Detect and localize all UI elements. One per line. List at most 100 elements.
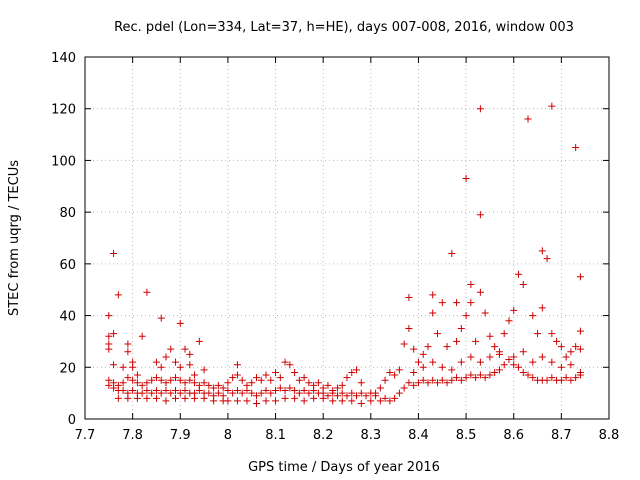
data-point <box>557 376 565 384</box>
data-point <box>395 366 403 374</box>
data-point <box>567 361 575 369</box>
data-point <box>110 330 118 338</box>
data-point <box>343 374 351 382</box>
data-point <box>405 293 413 301</box>
data-point <box>143 379 151 387</box>
data-point <box>214 381 222 389</box>
data-point <box>148 389 156 397</box>
x-tick-label: 7.8 <box>122 428 143 443</box>
data-point <box>319 394 327 402</box>
data-point <box>157 389 165 397</box>
data-point <box>186 350 194 358</box>
data-point <box>438 363 446 371</box>
data-point <box>562 374 570 382</box>
data-point <box>210 384 218 392</box>
data-point <box>162 353 170 361</box>
data-point <box>152 374 160 382</box>
x-tick-label: 7.7 <box>75 428 96 443</box>
data-point <box>410 368 418 376</box>
data-point <box>553 337 561 345</box>
x-tick-label: 8 <box>224 428 232 443</box>
data-point <box>181 394 189 402</box>
data-point <box>572 374 580 382</box>
data-point <box>434 379 442 387</box>
data-point <box>148 376 156 384</box>
data-point <box>467 299 475 307</box>
data-point <box>124 374 132 382</box>
data-point <box>405 325 413 332</box>
data-point <box>476 211 484 219</box>
y-axis-label: STEC from uqrg / TECUs <box>7 160 22 316</box>
data-point <box>481 309 489 317</box>
data-point <box>495 350 503 358</box>
data-point <box>357 379 365 387</box>
data-point <box>514 270 522 278</box>
x-tick-label: 8.8 <box>599 428 620 443</box>
data-point <box>472 374 480 382</box>
data-point <box>238 389 246 397</box>
data-point <box>262 387 270 395</box>
data-point <box>457 325 465 332</box>
data-point <box>167 345 175 353</box>
data-point <box>257 389 265 397</box>
data-point <box>133 379 141 387</box>
data-point <box>367 397 375 405</box>
data-point <box>252 392 260 400</box>
data-point <box>548 330 556 338</box>
data-point <box>338 381 346 389</box>
data-point <box>276 384 284 392</box>
data-point <box>172 387 180 395</box>
data-point <box>157 314 165 322</box>
data-point <box>167 389 175 397</box>
data-point <box>295 389 303 397</box>
data-point <box>238 376 246 384</box>
data-point <box>133 394 141 402</box>
data-point <box>576 273 584 281</box>
data-point <box>429 309 437 317</box>
x-tick-label: 8.4 <box>408 428 429 443</box>
data-point <box>105 381 113 389</box>
data-point <box>143 394 151 402</box>
data-point <box>314 379 322 387</box>
data-point <box>462 175 470 183</box>
grid-lines <box>85 57 609 419</box>
data-point <box>491 368 499 376</box>
data-point <box>500 361 508 369</box>
data-point <box>152 394 160 402</box>
data-point <box>248 379 256 387</box>
data-point <box>286 384 294 392</box>
data-point <box>448 376 456 384</box>
data-point <box>429 376 437 384</box>
x-tick-label: 8.5 <box>456 428 477 443</box>
data-point <box>214 389 222 397</box>
data-point <box>219 384 227 392</box>
plot-frame <box>84 56 610 420</box>
data-point <box>500 330 508 338</box>
data-point <box>252 374 260 382</box>
data-point <box>472 337 480 345</box>
data-point <box>519 368 527 376</box>
data-point <box>400 384 408 392</box>
data-point <box>200 366 208 374</box>
data-point <box>110 361 118 369</box>
data-point <box>124 394 132 402</box>
data-point <box>233 361 241 369</box>
data-point <box>486 332 494 340</box>
data-point <box>233 371 241 379</box>
data-point <box>576 327 584 335</box>
data-point <box>181 379 189 387</box>
data-point <box>224 387 232 395</box>
data-point <box>448 250 456 258</box>
data-point <box>548 102 556 110</box>
data-point <box>272 368 280 376</box>
data-point <box>538 304 546 312</box>
data-point <box>424 343 432 351</box>
data-point <box>224 397 232 405</box>
data-point <box>576 345 584 353</box>
data-point <box>286 361 294 369</box>
data-point <box>267 376 275 384</box>
data-point <box>548 374 556 382</box>
data-point <box>467 371 475 379</box>
data-point <box>548 358 556 366</box>
data-point <box>267 389 275 397</box>
